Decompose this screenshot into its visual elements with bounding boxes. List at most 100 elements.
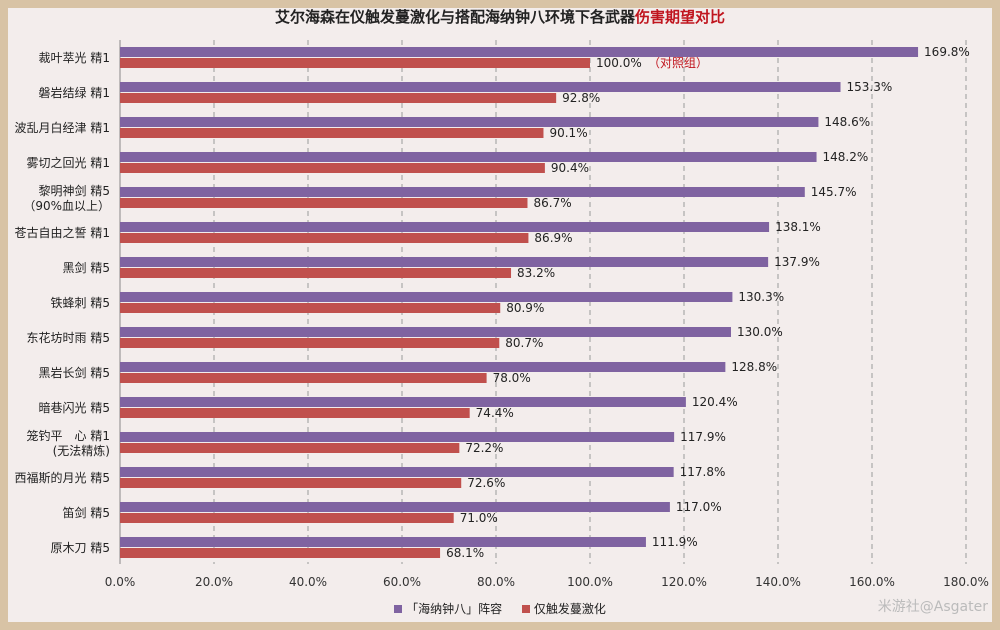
bar-series2 (120, 338, 500, 348)
category-label: 笛剑 精5 (63, 505, 110, 520)
category-label: （90%血以上） (23, 199, 110, 213)
category-label: 黎明神剑 精5 (39, 183, 110, 198)
bar-series2 (120, 548, 441, 558)
data-label: 86.7% (533, 196, 571, 210)
data-label: 130.3% (738, 290, 784, 304)
data-label: 169.8% (924, 45, 970, 59)
bar-series2 (120, 443, 460, 453)
data-label: 72.2% (465, 441, 503, 455)
category-label: 苍古自由之誓 精1 (15, 225, 110, 240)
x-tick-label: 140.0% (755, 575, 801, 589)
bar-series2 (120, 513, 454, 523)
x-tick-label: 60.0% (383, 575, 421, 589)
category-label: (无法精炼) (53, 443, 110, 458)
bar-series1 (120, 467, 674, 477)
chart-title: 艾尔海森在仪触发蔓激化与搭配海纳钟八环境下各武器伤害期望对比 (0, 6, 1000, 27)
legend-swatch-series1 (394, 605, 403, 613)
data-label: 148.6% (824, 115, 870, 129)
legend-label-series1: 「海纳钟八」阵容 (406, 602, 503, 616)
bar-series1 (120, 362, 726, 372)
data-label: 90.4% (551, 161, 589, 175)
category-label: 西福斯的月光 精5 (15, 470, 110, 485)
legend-label-series2: 仅触发蔓激化 (533, 602, 606, 616)
category-label: 裁叶萃光 精1 (39, 51, 110, 65)
chart-title-highlight: 伤害期望对比 (635, 8, 726, 26)
bar-series1 (120, 82, 841, 92)
bar-series1 (120, 327, 731, 337)
data-label: 138.1% (775, 220, 821, 234)
data-label: 83.2% (517, 266, 555, 280)
annotation-label: （对照组） (648, 56, 708, 70)
category-label: 雾切之回光 精1 (27, 156, 110, 170)
x-tick-label: 180.0% (943, 575, 989, 589)
data-label: 68.1% (446, 546, 484, 560)
bar-series1 (120, 257, 769, 267)
data-label: 111.9% (652, 535, 698, 549)
data-label: 153.3% (847, 80, 893, 94)
x-tick-label: 160.0% (849, 575, 895, 589)
category-label: 黑剑 精5 (63, 260, 110, 275)
bar-series2 (120, 303, 501, 313)
bar-series1 (120, 397, 686, 407)
bar-series1 (120, 222, 770, 232)
bar-series1 (120, 47, 919, 57)
legend-item-series1: 「海纳钟八」阵容 (394, 600, 502, 617)
bar-series2 (120, 478, 462, 488)
bar-series2 (120, 163, 545, 173)
data-label: 145.7% (811, 185, 857, 199)
data-label: 128.8% (731, 360, 777, 374)
data-label: 78.0% (493, 371, 531, 385)
category-label: 磐岩结绿 精1 (39, 85, 110, 100)
category-label: 原木刀 精5 (51, 541, 110, 555)
data-label: 86.9% (534, 231, 572, 245)
watermark: 米游社@Asgater (877, 599, 988, 615)
x-tick-label: 20.0% (195, 575, 233, 589)
data-label: 71.0% (460, 511, 498, 525)
x-tick-label: 0.0% (105, 575, 136, 589)
bar-series2 (120, 373, 487, 383)
category-label: 铁蜂刺 精5 (51, 296, 110, 310)
legend-swatch-series2 (521, 605, 530, 613)
bar-series1 (120, 152, 817, 162)
category-label: 东花坊时雨 精5 (27, 330, 110, 345)
chart-title-main: 艾尔海森在仪触发蔓激化与搭配海纳钟八环境下各武器 (274, 8, 635, 26)
data-label: 100.0% (596, 56, 642, 70)
bar-series2 (120, 233, 529, 243)
bar-series2 (120, 268, 512, 278)
x-tick-label: 40.0% (289, 575, 327, 589)
data-label: 72.6% (467, 476, 505, 490)
bar-series1 (120, 292, 733, 302)
data-label: 120.4% (692, 395, 738, 409)
bar-series1 (120, 432, 675, 442)
data-label: 117.0% (676, 500, 722, 514)
data-label: 80.7% (505, 336, 543, 350)
data-label: 117.9% (680, 430, 726, 444)
legend-item-series2: 仅触发蔓激化 (521, 600, 606, 617)
data-label: 90.1% (549, 126, 587, 140)
data-label: 130.0% (737, 325, 783, 339)
bar-series2 (120, 58, 590, 68)
x-tick-label: 100.0% (567, 575, 613, 589)
data-label: 74.4% (476, 406, 514, 420)
legend: 「海纳钟八」阵容 仅触发蔓激化 (0, 600, 1000, 617)
data-label: 80.9% (506, 301, 544, 315)
category-label: 暗巷闪光 精5 (39, 400, 110, 415)
data-label: 148.2% (823, 150, 869, 164)
x-tick-label: 80.0% (477, 575, 515, 589)
data-label: 137.9% (774, 255, 820, 269)
x-tick-label: 120.0% (661, 575, 707, 589)
bar-series2 (120, 198, 528, 208)
category-label: 黑岩长剑 精5 (39, 365, 110, 380)
bar-series1 (120, 502, 670, 512)
bar-series1 (120, 537, 646, 547)
bar-series1 (120, 187, 805, 197)
bar-series2 (120, 128, 544, 138)
data-label: 117.8% (680, 465, 726, 479)
bar-series1 (120, 117, 819, 127)
bar-series2 (120, 93, 557, 103)
data-label: 92.8% (562, 91, 600, 105)
bar-series2 (120, 408, 470, 418)
category-label: 波乱月白经津 精1 (15, 120, 110, 135)
category-label: 笼钓平 心 精1 (27, 428, 110, 443)
